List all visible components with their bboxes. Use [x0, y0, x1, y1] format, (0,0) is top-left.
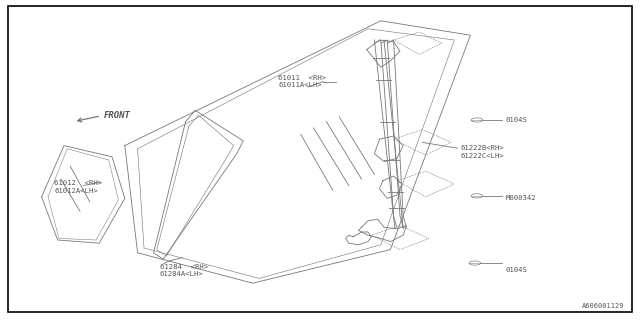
Text: FRONT: FRONT: [104, 111, 131, 120]
Text: 61222B<RH>
61222C<LH>: 61222B<RH> 61222C<LH>: [461, 145, 504, 159]
Text: 0104S: 0104S: [506, 117, 527, 123]
Text: 61012  <RH>
61012A<LH>: 61012 <RH> 61012A<LH>: [54, 180, 102, 194]
Text: 61284  <RH>
61284A<LH>: 61284 <RH> 61284A<LH>: [160, 264, 208, 277]
Text: 61011  <RH>
61011A<LH>: 61011 <RH> 61011A<LH>: [278, 75, 326, 88]
Text: M000342: M000342: [506, 196, 536, 201]
Text: A606001129: A606001129: [582, 303, 624, 309]
Text: 0104S: 0104S: [506, 268, 527, 273]
